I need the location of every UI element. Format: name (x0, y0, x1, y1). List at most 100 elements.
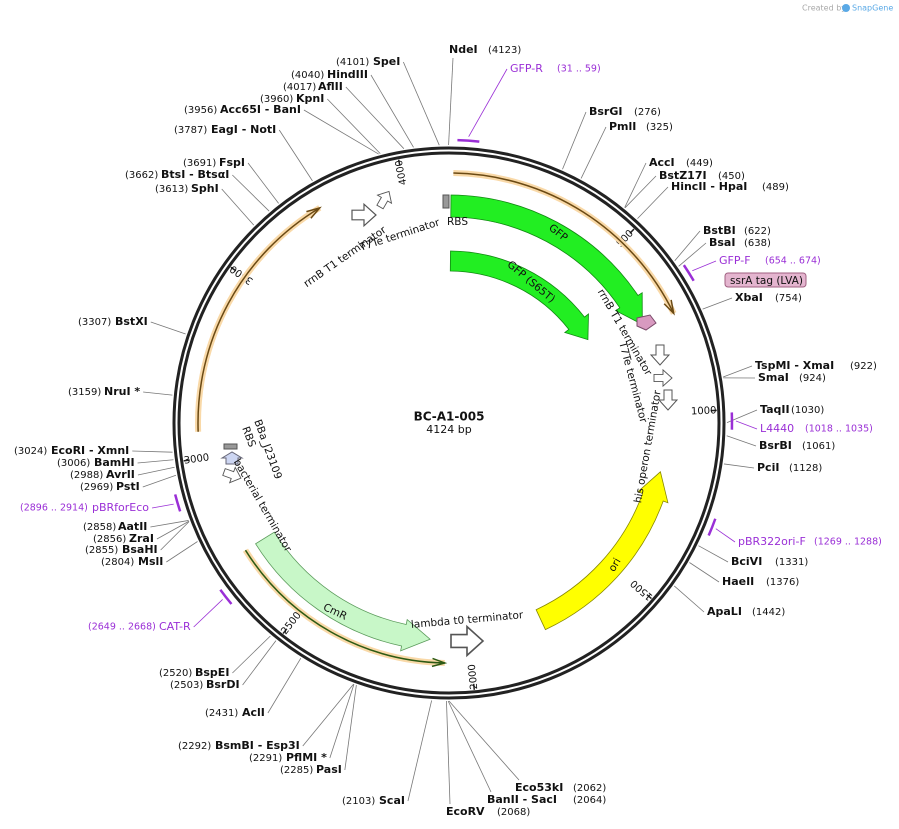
enzyme-line (674, 230, 701, 262)
enzyme-name: Acc65I - BanI (220, 103, 301, 116)
enzyme-name: PmlI (609, 120, 636, 133)
enzyme-name: PstI (116, 480, 140, 493)
enzyme-site: (1061) (802, 441, 835, 452)
enzyme-line (232, 174, 270, 212)
feature-label: ssrA tag (LVA) (730, 275, 803, 287)
enzyme-line (370, 74, 414, 148)
primer-mark (682, 264, 695, 282)
primer-name: GFP-R (510, 62, 543, 75)
enzyme-site: (2285) (280, 765, 313, 776)
watermark-logo (842, 4, 850, 12)
enzyme-site: (2858) (83, 522, 116, 533)
primer-range: (31 .. 59) (557, 64, 601, 75)
primer-name: GFP-F (719, 254, 751, 267)
enzyme-line (150, 520, 189, 528)
enzyme-site: (1376) (766, 577, 799, 588)
feature-label: rrnB T1 terminator (302, 224, 389, 290)
enzyme-site: (3024) (14, 446, 47, 457)
enzyme-line (137, 459, 174, 464)
enzyme-line (624, 162, 647, 208)
feature-halo (195, 205, 322, 432)
enzyme-name: TaqII (760, 403, 790, 416)
feature-arrow (535, 471, 669, 631)
enzyme-line (562, 111, 587, 170)
primer-line (715, 528, 736, 543)
enzyme-line (143, 391, 173, 396)
enzyme-site: (3960) (260, 94, 293, 105)
enzyme-line (637, 186, 669, 219)
tick-mark (230, 266, 237, 272)
enzyme-site: (1128) (789, 463, 822, 474)
enzyme-site: (2068) (497, 807, 530, 818)
backbone-inner (177, 151, 721, 695)
terminator (657, 389, 679, 411)
enzyme-name: PasI (316, 763, 342, 776)
enzyme-name: XbaI (735, 291, 763, 304)
enzyme-site: (325) (646, 122, 673, 133)
enzyme-site: (3956) (184, 105, 217, 116)
tick-label: 4000 (394, 159, 410, 186)
enzyme-site: (2804) (101, 557, 134, 568)
tick-mark (183, 459, 190, 462)
enzyme-name: HaeII (722, 575, 754, 588)
enzyme-name: HincII - HpaI (671, 180, 747, 193)
enzyme-site: (3691) (183, 158, 216, 169)
enzyme-line (448, 57, 454, 146)
enzyme-name: BciVI (731, 555, 762, 568)
enzyme-name: BstBI (703, 224, 736, 237)
enzyme-name: BsrGI (589, 105, 622, 118)
enzyme-name: ZraI (129, 532, 154, 545)
enzyme-name: FspI (219, 156, 245, 169)
feature-label: BBa_J23109 (251, 418, 284, 481)
feature-line (244, 549, 445, 664)
enzyme-name: AvrII (106, 468, 135, 481)
enzyme-site: (638) (744, 238, 771, 249)
enzyme-name: EagI - NotI (211, 123, 276, 136)
enzyme-name: SphI (191, 182, 219, 195)
enzyme-line (160, 521, 190, 551)
feature-head (431, 657, 448, 668)
feature-arrow (255, 531, 431, 652)
enzyme-name: PflMI * (286, 751, 327, 764)
enzyme-site: (924) (799, 373, 826, 384)
map-length: 4124 bp (426, 423, 471, 436)
enzyme-name: ScaI (379, 794, 405, 807)
terminator (376, 190, 393, 210)
primer-range: (1269 .. 1288) (814, 537, 882, 548)
enzyme-site: (2431) (205, 708, 238, 719)
enzyme-name: BanII - SacI (487, 793, 557, 806)
watermark-prefix: Created by (802, 4, 846, 13)
enzyme-line (303, 109, 379, 155)
enzyme-name: AccI (649, 156, 675, 169)
enzyme-site: (1030) (791, 405, 824, 416)
enzyme-site: (2988) (70, 470, 103, 481)
primer-line (151, 503, 174, 509)
enzyme-name: BtsI - BtsαI (161, 168, 229, 181)
enzyme-site: (450) (718, 171, 745, 182)
enzyme-line (448, 700, 520, 781)
enzyme-site: (3662) (125, 170, 158, 181)
enzyme-site: (2062) (573, 783, 606, 794)
enzyme-name: AatII (118, 520, 147, 533)
enzyme-name: Eco53kI (515, 781, 563, 794)
enzyme-name: AclI (242, 706, 265, 719)
tick-mark (629, 228, 635, 234)
enzyme-name: BstZ17I (659, 169, 707, 182)
enzyme-line (689, 562, 720, 583)
map-title: BC-A1-005 (414, 410, 485, 424)
terminator (222, 466, 242, 484)
enzyme-line (726, 435, 757, 447)
enzyme-line (344, 685, 357, 771)
enzyme-line (166, 541, 198, 563)
primer-mark (707, 518, 717, 537)
enzyme-name: MslI (138, 555, 163, 568)
feature-line (197, 207, 321, 432)
enzyme-name: AflII (318, 80, 343, 93)
enzyme-site: (1331) (775, 557, 808, 568)
enzyme-site: (3006) (57, 458, 90, 469)
enzyme-site: (922) (850, 361, 877, 372)
enzyme-name: EcoRV (446, 805, 485, 818)
enzyme-site: (2064) (573, 795, 606, 806)
enzyme-site: (2103) (342, 796, 375, 807)
